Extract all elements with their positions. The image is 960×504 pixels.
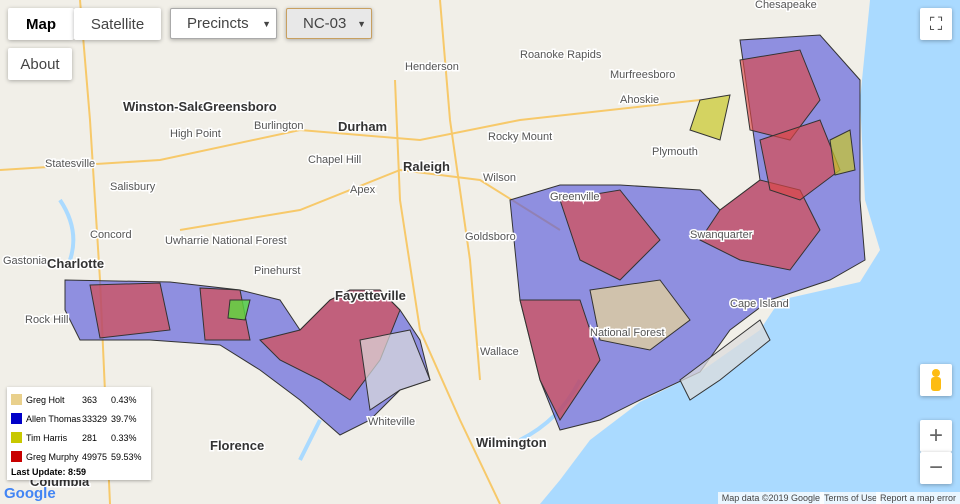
candidate-percent: 0.43% (111, 394, 137, 405)
district-select[interactable]: NC-03 ▼ (286, 8, 372, 39)
dropdown-arrow: ▼ (262, 18, 271, 29)
district-select-text: NC-03 (303, 15, 347, 32)
candidate-name: Allen Thomas (26, 413, 81, 424)
candidate-percent: 39.7% (111, 413, 137, 424)
map-label: Apex (350, 184, 376, 196)
candidate-votes: 33329 (82, 413, 108, 424)
map-label: Cape Island (730, 298, 789, 310)
attribution: Map data ©2019 Google (717, 492, 824, 504)
map-label: Pinehurst (254, 265, 300, 277)
candidate-percent: 59.53% (111, 451, 142, 462)
map-label: Durham (338, 119, 387, 134)
district-precincts (64, 34, 866, 436)
zoom-out[interactable]: − (920, 452, 952, 484)
map-label: Greensboro (203, 99, 277, 114)
candidate-votes: 281 (82, 432, 98, 443)
candidate-percent: 0.33% (111, 432, 137, 443)
candidate-votes: 363 (82, 394, 98, 405)
candidate-name: Greg Holt (26, 394, 65, 405)
map-label: Murfreesboro (610, 69, 675, 81)
legend-swatch (11, 413, 22, 424)
map-label: Fayetteville (335, 288, 406, 303)
map-label: Goldsboro (465, 231, 516, 243)
legend-swatch (11, 451, 22, 462)
map-label: High Point (170, 128, 221, 140)
legend-swatch (11, 394, 22, 405)
ocean (540, 0, 960, 504)
legend-row: Allen Thomas 33329 39.7% (11, 409, 147, 428)
map-label: Florence (210, 438, 264, 453)
legend-rows: Greg Holt 363 0.43% Allen Thomas 33329 39.7% T… (11, 390, 147, 466)
map-label: Roanoke Rapids (520, 49, 602, 61)
zoom-in[interactable]: + (920, 420, 952, 452)
dropdown-arrow: ▼ (357, 18, 366, 29)
pegman[interactable] (920, 364, 952, 396)
candidate-name: Greg Murphy (26, 451, 79, 462)
map-label: Wilson (483, 172, 516, 184)
map-label: Wallace (480, 346, 519, 358)
map-label: Whiteville (368, 416, 415, 428)
map-label: Burlington (254, 120, 304, 132)
map-label: National Forest (590, 327, 665, 339)
about-button[interactable]: About (8, 48, 72, 80)
map-label: Chapel Hill (308, 154, 361, 166)
terms-link[interactable]: Terms of Use (819, 492, 881, 504)
pegman-icon (931, 369, 941, 391)
map-label: Rocky Mount (488, 131, 552, 143)
report-link[interactable]: Report a map error (875, 492, 960, 504)
map-label: Rock Hill (25, 314, 68, 326)
map-label: Raleigh (403, 159, 450, 174)
legend-row: Tim Harris 281 0.33% (11, 428, 147, 447)
legend-row: Greg Murphy 49975 59.53% (11, 447, 147, 466)
map-label: Gastonia (3, 255, 48, 267)
candidate-name: Tim Harris (26, 432, 68, 443)
water (58, 198, 842, 461)
map-label: Plymouth (652, 146, 698, 158)
map-label: Ahoskie (620, 94, 659, 106)
map-label: Concord (90, 229, 132, 241)
map-label: Henderson (405, 61, 459, 73)
map-label: Swanquarter (690, 229, 753, 241)
candidate-votes: 49975 (82, 451, 108, 462)
map-label: Wilmington (476, 435, 547, 450)
map-label: Greenville (550, 191, 600, 203)
legend: Greg Holt 363 0.43% Allen Thomas 33329 39.7% T… (7, 387, 151, 480)
map-label: Statesville (45, 158, 95, 170)
google-logo: Google (4, 485, 56, 502)
map-label: Salisbury (110, 181, 156, 193)
layer-select[interactable]: Precincts ▼ (170, 8, 277, 39)
map-button[interactable]: Map (8, 8, 74, 40)
map-label: Uwharrie National Forest (165, 235, 287, 247)
legend-swatch (11, 432, 22, 443)
layer-select-text: Precincts (187, 15, 249, 32)
map-label: Charlotte (47, 256, 104, 271)
map-label: Chesapeake (755, 0, 817, 11)
map-label: Winston-Salem (123, 99, 217, 114)
satellite-button[interactable]: Satellite (74, 8, 161, 40)
last-update: Last Update: 8:59 (11, 467, 87, 477)
fullscreen-button[interactable]: ⛶ (920, 8, 952, 40)
legend-row: Greg Holt 363 0.43% (11, 390, 147, 409)
